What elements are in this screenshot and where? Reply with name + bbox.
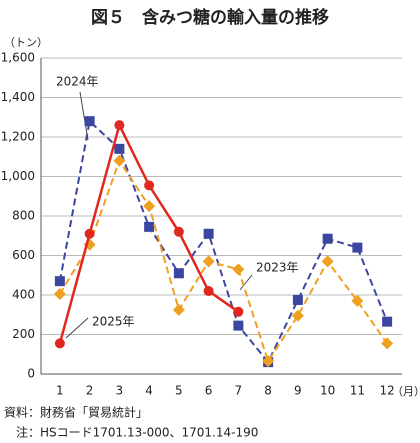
point: [113, 154, 126, 167]
series-label: 2024年: [56, 75, 99, 89]
y-tick-label: 1,400: [1, 90, 35, 104]
x-tick-label: 1: [56, 384, 64, 398]
x-tick-label: 5: [175, 384, 183, 398]
point: [172, 303, 185, 316]
x-tick-label: 4: [145, 384, 153, 398]
point: [233, 306, 244, 317]
x-axis-label: （月）: [392, 385, 420, 398]
point: [381, 337, 394, 350]
x-tick-label: 9: [294, 384, 302, 398]
x-tick-label: 2: [86, 384, 94, 398]
point: [382, 316, 393, 327]
point: [84, 116, 95, 127]
point: [143, 200, 156, 213]
point: [351, 294, 364, 307]
point: [352, 242, 363, 253]
point: [203, 286, 214, 297]
point: [114, 143, 125, 154]
point: [53, 288, 66, 301]
x-tick-label: 12: [379, 384, 394, 398]
series-label: 2025年: [92, 315, 135, 329]
y-tick-label: 1,200: [1, 130, 35, 144]
point: [144, 180, 155, 191]
y-tick-label: 1,600: [1, 51, 35, 65]
footnote: 注：HSコード1701.13-000、1701.14-190: [16, 425, 258, 440]
point: [173, 268, 184, 279]
leader-line: [65, 317, 89, 339]
leader-line: [239, 274, 253, 291]
y-tick-label: 0: [27, 367, 35, 381]
y-tick-label: 400: [12, 288, 35, 302]
y-tick-label: 200: [12, 327, 35, 341]
x-tick-label: 3: [116, 384, 124, 398]
point: [232, 263, 245, 276]
point: [321, 255, 334, 268]
x-tick-label: 7: [235, 384, 243, 398]
point: [292, 294, 303, 305]
point: [173, 226, 184, 237]
point: [233, 320, 244, 331]
point: [54, 276, 65, 287]
x-tick-label: 6: [205, 384, 213, 398]
y-tick-label: 600: [12, 248, 35, 262]
point: [144, 221, 155, 232]
x-tick-label: 8: [264, 384, 272, 398]
x-tick-label: 10: [320, 384, 335, 398]
y-tick-label: 1,000: [1, 169, 35, 183]
point: [84, 228, 95, 239]
point: [54, 338, 65, 349]
point: [114, 120, 125, 131]
x-tick-label: 11: [350, 384, 365, 398]
y-tick-label: 800: [12, 209, 35, 223]
series-line: [59, 158, 388, 364]
point: [291, 309, 304, 322]
point: [322, 233, 333, 244]
point: [202, 255, 215, 268]
chart-title: 図５ 含みつ糖の輸入量の推移: [91, 7, 329, 28]
source-note: 資料：財務省「貿易統計」: [4, 405, 148, 420]
point: [262, 355, 275, 368]
leader-line: [79, 91, 89, 141]
y-axis-label: （トン）: [4, 36, 48, 49]
series-label: 2023年: [256, 261, 299, 275]
point: [203, 228, 214, 239]
